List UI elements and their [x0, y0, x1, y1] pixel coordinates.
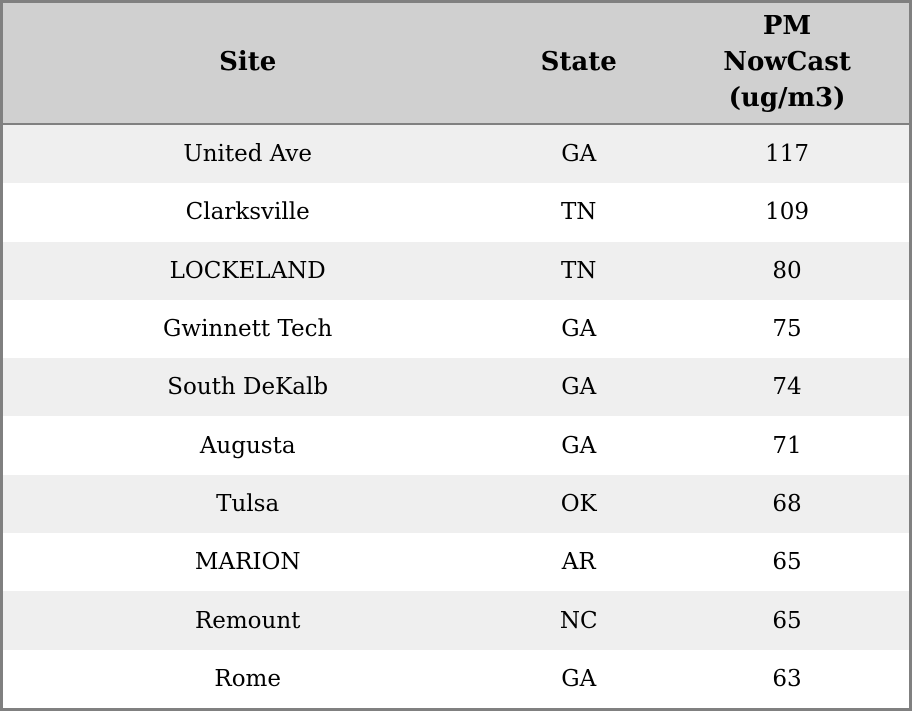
site-cell: South DeKalb — [167, 374, 329, 401]
state-cell: NC — [559, 607, 598, 634]
site-cell: Tulsa — [216, 490, 280, 517]
site-cell: Gwinnett Tech — [163, 316, 333, 343]
table-row: Gwinnett Tech GA 75 — [1, 299, 911, 359]
site-cell: Remount — [194, 607, 301, 634]
site-cell: Clarksville — [185, 199, 310, 226]
pm-nowcast-cell: 68 — [772, 490, 802, 517]
table-row: Remount NC 65 — [1, 591, 911, 650]
pm-nowcast-cell: 74 — [772, 374, 802, 401]
column-header-state: State — [492, 1, 666, 125]
table-row: Tulsa OK 68 — [1, 474, 911, 534]
state-cell: GA — [561, 665, 597, 692]
site-cell: LOCKELAND — [169, 257, 326, 284]
state-cell: TN — [560, 257, 597, 284]
table-row: LOCKELAND TN 80 — [1, 241, 911, 300]
pm-nowcast-cell: 117 — [765, 141, 809, 168]
state-cell: GA — [561, 316, 597, 343]
table-row: Clarksville TN 109 — [1, 183, 911, 242]
state-cell: AR — [561, 549, 596, 576]
site-cell: Rome — [214, 665, 281, 692]
table-row: South DeKalb GA 74 — [1, 358, 911, 417]
state-cell: TN — [560, 199, 597, 226]
pm-nowcast-cell: 109 — [765, 199, 809, 226]
state-cell: OK — [560, 490, 597, 517]
column-header-pm-nowcast: PM NowCast (ug/m3) — [665, 1, 911, 125]
site-cell: MARION — [194, 549, 301, 576]
site-cell: Augusta — [199, 432, 296, 459]
table-row: Augusta GA 71 — [1, 416, 911, 475]
pm-nowcast-cell: 65 — [772, 549, 802, 576]
table-row: United Ave GA 117 — [1, 124, 911, 184]
pm-nowcast-cell: 71 — [772, 432, 802, 459]
state-cell: GA — [561, 432, 597, 459]
header-row: Site State PM NowCast (ug/m3) — [1, 1, 911, 125]
column-header-site: Site — [1, 1, 493, 125]
pm-nowcast-cell: 80 — [772, 257, 802, 284]
table-row: Rome GA 63 — [1, 649, 911, 710]
site-cell: United Ave — [183, 141, 313, 168]
table-row: MARION AR 65 — [1, 533, 911, 592]
pm-nowcast-cell: 75 — [772, 316, 802, 343]
pm-nowcast-cell: 65 — [772, 607, 802, 634]
state-cell: GA — [561, 141, 597, 168]
pm-nowcast-cell: 63 — [772, 665, 802, 692]
state-cell: GA — [561, 374, 597, 401]
